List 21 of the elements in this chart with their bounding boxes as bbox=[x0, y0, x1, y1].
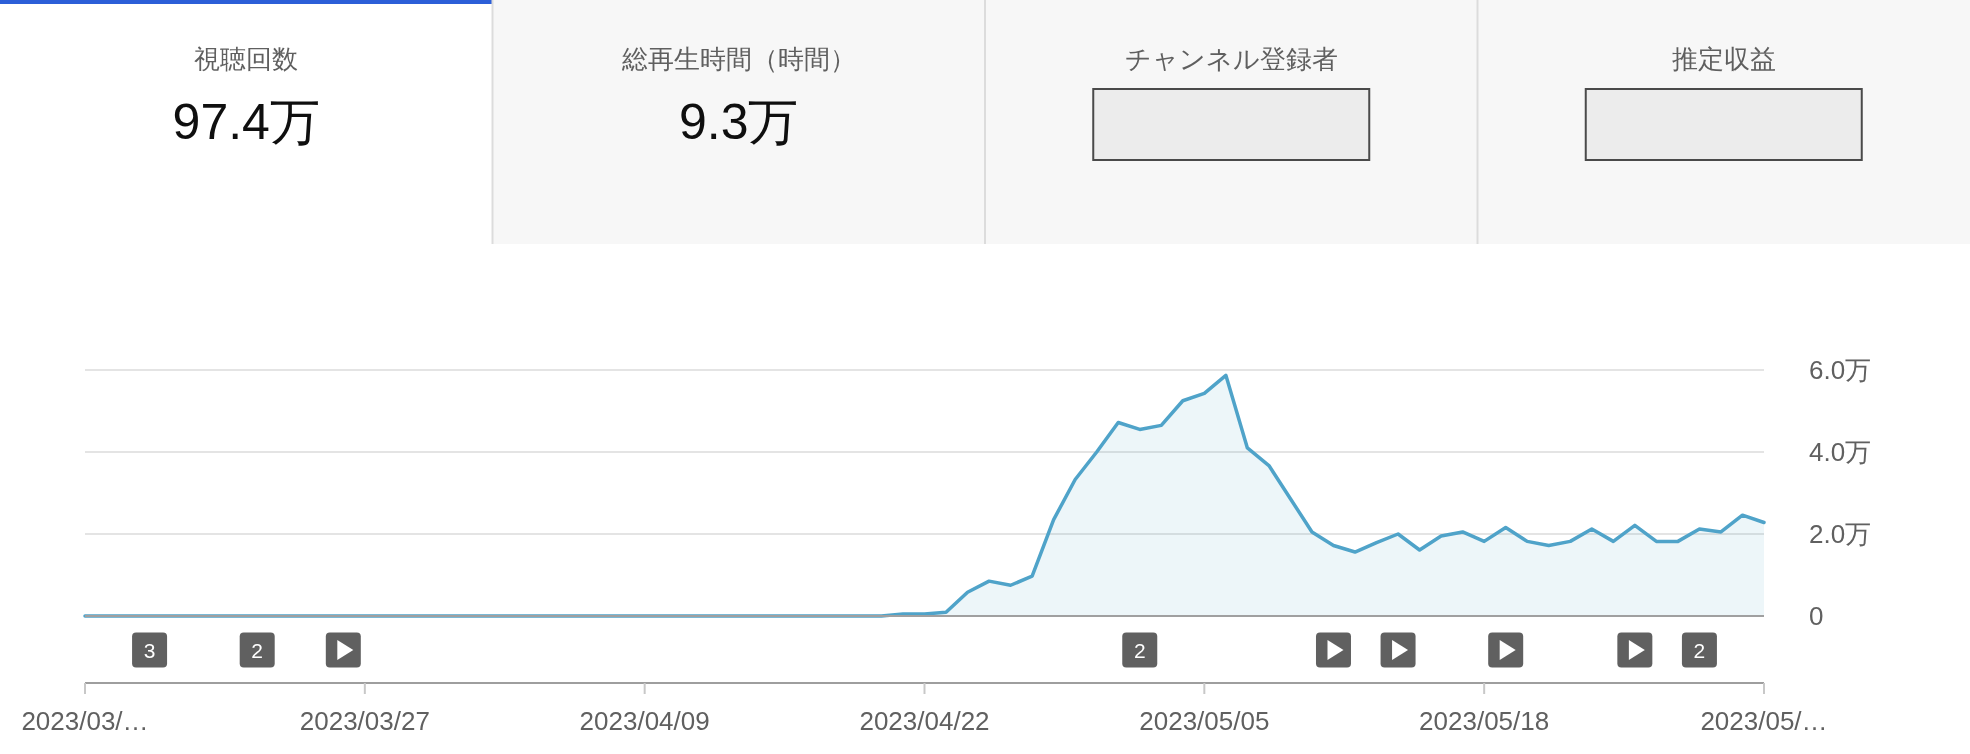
y-tick-label: 4.0万 bbox=[1809, 437, 1872, 467]
y-tick-label: 2.0万 bbox=[1809, 519, 1872, 549]
x-tick-label: 2023/05/… bbox=[1700, 706, 1828, 736]
category-label: 推定収益 bbox=[1671, 44, 1776, 74]
text: 2 bbox=[1693, 638, 1706, 662]
x-tick-label: 2023/04/09 bbox=[579, 706, 710, 736]
text: 2 bbox=[1133, 638, 1146, 662]
text: 2 bbox=[251, 638, 264, 662]
text: 3 bbox=[143, 638, 156, 662]
category-label: 視聴回数 bbox=[194, 44, 299, 74]
text: 9.3万 bbox=[678, 94, 799, 150]
y-tick-label: 6.0万 bbox=[1809, 355, 1872, 385]
x-tick-label: 2023/04/22 bbox=[859, 706, 990, 736]
text: 97.4万 bbox=[172, 94, 320, 150]
x-tick-label: 2023/05/18 bbox=[1419, 706, 1550, 736]
category-label: 総再生時間（時間） bbox=[620, 44, 856, 74]
y-tick-label: 0 bbox=[1809, 601, 1824, 631]
x-tick-label: 2023/03/… bbox=[21, 706, 149, 736]
x-tick-label: 2023/03/27 bbox=[299, 706, 430, 736]
x-tick-label: 2023/05/05 bbox=[1139, 706, 1270, 736]
category-label: チャンネル登録者 bbox=[1124, 44, 1338, 74]
